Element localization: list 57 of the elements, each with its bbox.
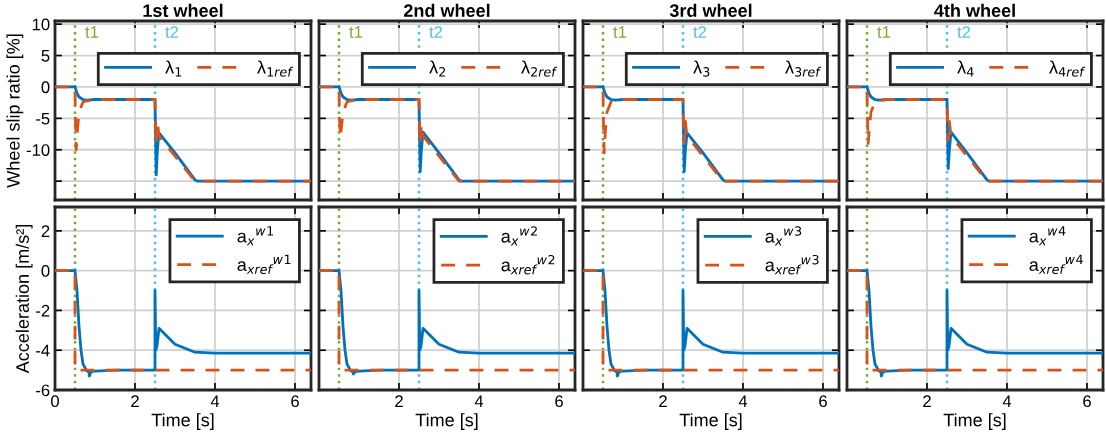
ref-line-label: t1 xyxy=(613,26,627,38)
legend-label: λ$_{1ref}$ xyxy=(257,60,294,77)
y-tick-label: -10 xyxy=(26,144,50,156)
legend-label: λ$_{3}$ xyxy=(693,60,710,77)
x-tick-label: 2 xyxy=(659,395,667,407)
legend-label: λ$_{3ref}$ xyxy=(785,60,822,77)
y-tick-label: 0 xyxy=(41,81,50,94)
x-tick-label: 6 xyxy=(555,395,563,408)
x-axis-title: Time [s] xyxy=(679,413,742,431)
x-tick-label: 2 xyxy=(131,395,139,407)
ref-line-label: t1 xyxy=(877,26,891,38)
x-tick-label: 4 xyxy=(474,395,484,407)
legend-label: λ$_{2ref}$ xyxy=(521,60,558,77)
y-tick-label: -5 xyxy=(36,112,50,125)
legend-label: a$_{x}$$^{w2}$ xyxy=(501,226,537,246)
y-tick-label: -2 xyxy=(36,304,50,317)
x-tick-label: 6 xyxy=(1083,395,1091,408)
legend-label: λ$_{4}$ xyxy=(957,60,974,77)
legend-label: a$_{xref}$$^{w3}$ xyxy=(765,254,819,275)
ref-line-label: t2 xyxy=(429,26,443,38)
legend-label: λ$_{1}$ xyxy=(165,60,182,77)
x-tick-label: 6 xyxy=(819,395,827,408)
x-axis-title: Time [s] xyxy=(943,413,1006,431)
x-tick-label: 6 xyxy=(291,395,299,408)
y-axis-title: Wheel slip ratio [%] xyxy=(6,34,24,188)
chart-title: 2nd wheel xyxy=(403,3,490,18)
chart-title: 4th wheel xyxy=(934,3,1015,18)
x-tick-label: 2 xyxy=(923,395,931,407)
x-tick-label: 2 xyxy=(395,395,403,407)
ref-line-label: t2 xyxy=(693,26,707,38)
legend-label: a$_{x}$$^{w4}$ xyxy=(1029,226,1066,246)
legend-label: a$_{xref}$$^{w1}$ xyxy=(237,254,291,275)
x-tick-label: 0 xyxy=(51,395,59,408)
y-tick-label: -6 xyxy=(36,384,50,397)
y-tick-label: 5 xyxy=(41,50,50,62)
ref-line-label: t2 xyxy=(165,26,179,38)
y-tick-label: 2 xyxy=(41,225,50,237)
y-axis-title: Acceleration [m/s²] xyxy=(15,225,33,374)
y-tick-label: -4 xyxy=(36,344,50,357)
y-tick-label: 0 xyxy=(41,265,50,277)
chart-title: 1st wheel xyxy=(143,3,223,18)
ref-line-label: t1 xyxy=(85,26,99,38)
legend-label: λ$_{4ref}$ xyxy=(1049,60,1086,77)
chart-title: 3rd wheel xyxy=(669,3,752,18)
legend-label: a$_{xref}$$^{w2}$ xyxy=(501,254,555,275)
x-tick-label: 4 xyxy=(210,395,220,407)
legend-label: λ$_{2}$ xyxy=(429,60,446,77)
legend-label: a$_{xref}$$^{w4}$ xyxy=(1029,254,1083,275)
x-tick-label: 4 xyxy=(1002,395,1012,407)
legend-label: a$_{x}$$^{w1}$ xyxy=(237,226,273,246)
y-tick-label: 10 xyxy=(32,18,50,31)
legend-label: a$_{x}$$^{w3}$ xyxy=(765,226,802,246)
ref-line-label: t2 xyxy=(957,26,971,38)
x-axis-title: Time [s] xyxy=(415,413,478,431)
x-tick-label: 4 xyxy=(738,395,748,407)
x-axis-title: Time [s] xyxy=(151,413,214,431)
ref-line-label: t1 xyxy=(349,26,363,38)
